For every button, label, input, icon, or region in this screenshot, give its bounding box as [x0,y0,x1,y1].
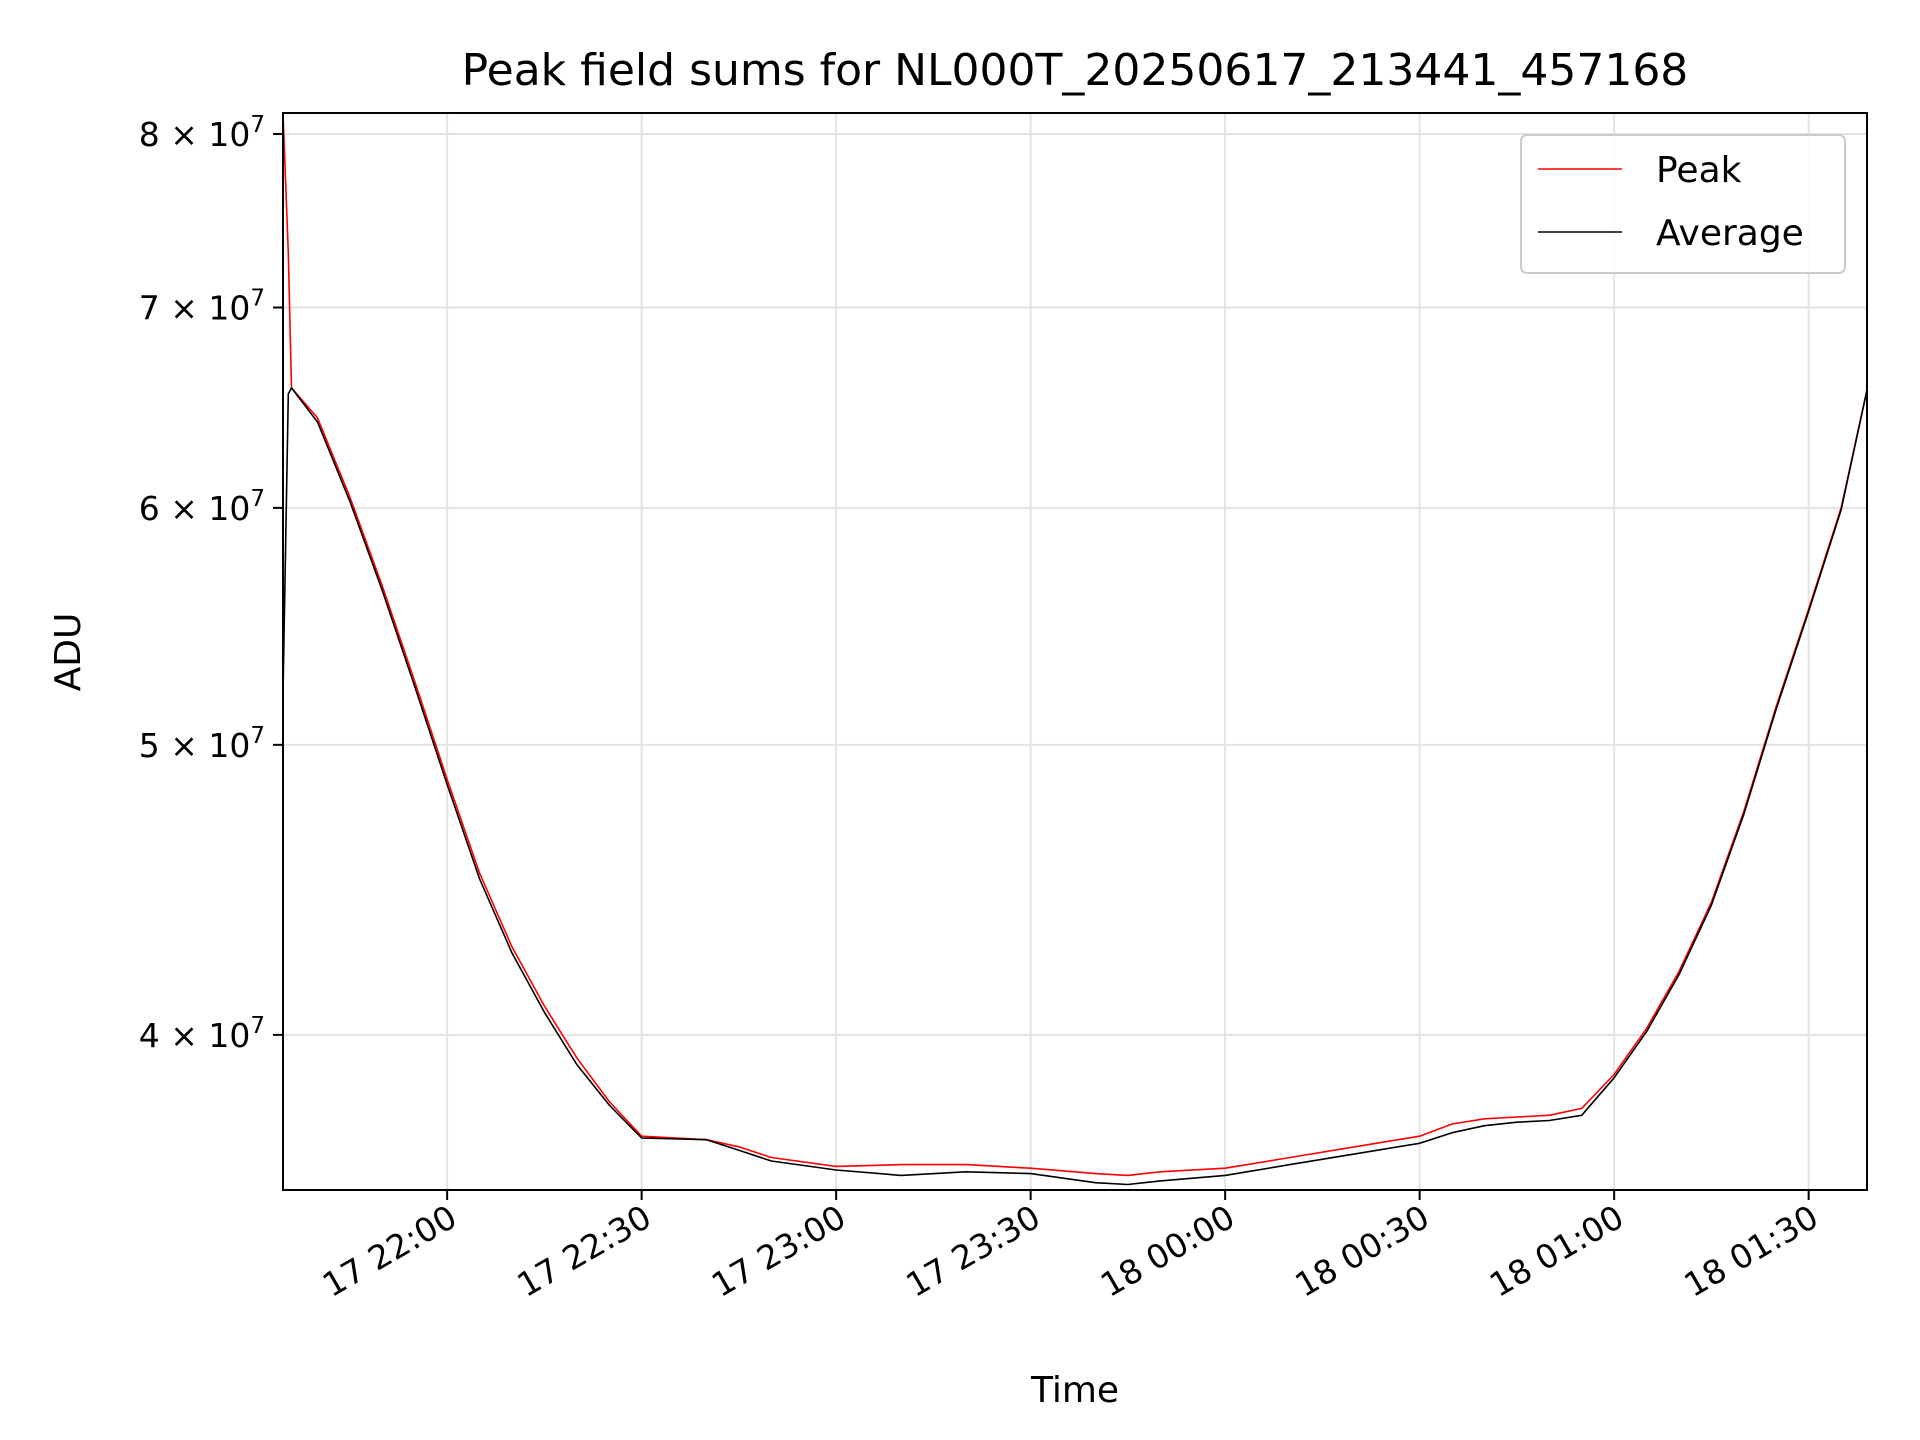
series-layer [282,112,1868,1186]
y-tick-label-3: 7 × 107 [139,286,265,328]
y-axis-label: ADU [48,613,89,692]
plot-frame [282,112,1868,1191]
y-tick-label-4: 8 × 107 [139,112,265,154]
x-axis-label: Time [1030,1370,1119,1411]
legend-label-average: Average [1656,213,1804,254]
series-line-peak [282,112,1868,1177]
y-tick-label-2: 6 × 107 [139,486,265,528]
grid-layer [283,113,1867,1190]
chart-title: Peak field sums for NL000T_20250617_2134… [462,45,1689,96]
y-tick-label-0: 4 × 107 [139,1013,265,1055]
legend-label-peak: Peak [1656,150,1742,191]
series-line-average [282,387,1868,1186]
legend: Peak Average [1520,134,1846,274]
y-tick-label-1: 5 × 107 [139,723,265,765]
